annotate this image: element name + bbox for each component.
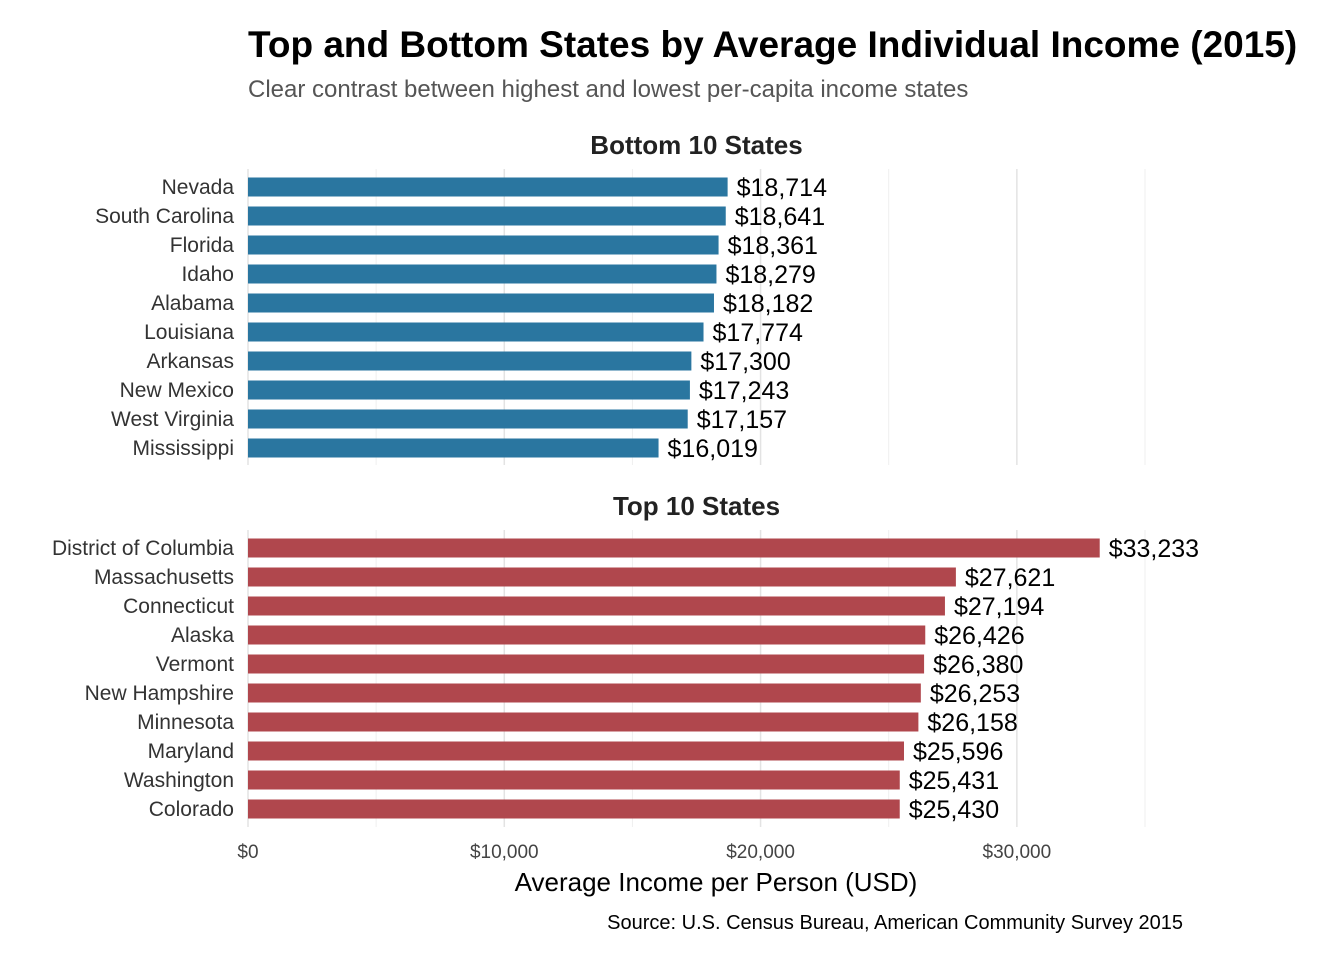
- category-label: Alaska: [171, 624, 234, 647]
- bar: [248, 264, 717, 284]
- chart-title: Top and Bottom States by Average Individ…: [248, 24, 1297, 65]
- chart-caption: Source: U.S. Census Bureau, American Com…: [607, 912, 1183, 934]
- bar: [248, 322, 704, 342]
- value-label: $18,279: [725, 261, 815, 289]
- category-label: Florida: [170, 234, 235, 257]
- value-label: $17,774: [713, 319, 803, 347]
- bar: [248, 712, 919, 732]
- value-label: $18,182: [723, 290, 813, 318]
- value-label: $18,361: [728, 232, 818, 260]
- x-tick-label: $30,000: [983, 842, 1052, 863]
- category-label: Idaho: [181, 263, 234, 286]
- bar: [248, 741, 904, 761]
- value-label: $17,300: [700, 348, 790, 376]
- bar: [248, 596, 945, 616]
- category-label: New Mexico: [120, 379, 234, 402]
- facet-panel: Bottom 10 States Nevada $18,714 South Carol…: [95, 130, 1146, 465]
- category-label: Washington: [124, 769, 234, 792]
- category-label: Arkansas: [146, 350, 234, 373]
- value-label: $26,253: [930, 680, 1020, 708]
- category-label: Alabama: [151, 292, 234, 315]
- x-tick-label: $0: [237, 842, 258, 863]
- category-label: South Carolina: [95, 205, 234, 228]
- bar: [248, 293, 714, 313]
- facet-panel: Top 10 States District of Columbia $33,233…: [52, 491, 1199, 827]
- category-label: Minnesota: [137, 711, 234, 734]
- category-label: District of Columbia: [52, 537, 234, 560]
- value-label: $26,380: [933, 651, 1023, 679]
- value-label: $16,019: [668, 435, 758, 463]
- bar: [248, 799, 900, 819]
- category-label: Louisiana: [144, 321, 234, 344]
- value-label: $17,157: [697, 406, 787, 434]
- facet-title: Top 10 States: [613, 491, 780, 521]
- value-label: $26,158: [927, 709, 1017, 737]
- category-label: Mississippi: [132, 437, 234, 460]
- chart-panels: Bottom 10 States Nevada $18,714 South Carol…: [52, 130, 1199, 827]
- bar: [248, 235, 719, 255]
- bar: [248, 538, 1100, 558]
- bar: [248, 206, 726, 226]
- value-label: $27,194: [954, 593, 1044, 621]
- value-label: $18,714: [737, 174, 827, 202]
- x-axis: $0 $10,000 $20,000 $30,000: [237, 842, 1051, 863]
- bar: [248, 654, 925, 674]
- category-label: Maryland: [148, 740, 234, 763]
- bar: [248, 409, 688, 429]
- value-label: $18,641: [735, 203, 825, 231]
- bar: [248, 770, 900, 790]
- category-label: New Hampshire: [85, 682, 234, 705]
- bar: [248, 177, 728, 197]
- value-label: $25,596: [913, 738, 1003, 766]
- value-label: $33,233: [1109, 535, 1199, 563]
- category-label: Massachusetts: [94, 566, 234, 589]
- bar: [248, 567, 956, 587]
- bar: [248, 625, 926, 645]
- value-label: $26,426: [934, 622, 1024, 650]
- value-label: $27,621: [965, 564, 1055, 592]
- bar: [248, 351, 692, 371]
- category-label: Nevada: [162, 176, 235, 199]
- bar: [248, 380, 690, 400]
- value-label: $17,243: [699, 377, 789, 405]
- chart-subtitle: Clear contrast between highest and lowes…: [248, 76, 968, 103]
- category-label: West Virginia: [111, 408, 234, 431]
- category-label: Connecticut: [123, 595, 234, 618]
- value-label: $25,430: [909, 796, 999, 824]
- x-axis-title: Average Income per Person (USD): [515, 867, 918, 897]
- category-label: Colorado: [149, 798, 234, 821]
- x-tick-label: $20,000: [726, 842, 795, 863]
- x-tick-label: $10,000: [470, 842, 539, 863]
- bar: [248, 683, 921, 703]
- bar: [248, 438, 659, 458]
- category-label: Vermont: [156, 653, 234, 676]
- facet-title: Bottom 10 States: [590, 130, 802, 160]
- value-label: $25,431: [909, 767, 999, 795]
